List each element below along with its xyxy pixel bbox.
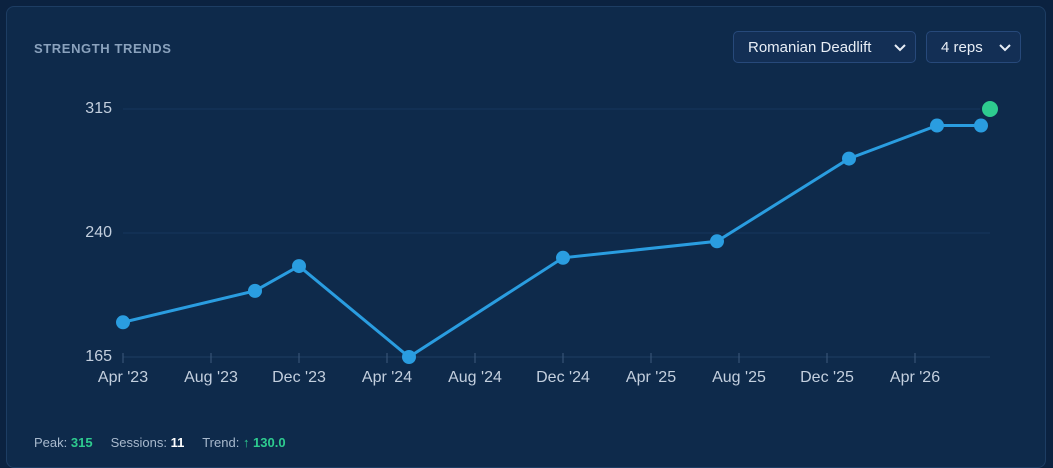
point [248, 283, 262, 298]
x-tick-label: Aug '23 [184, 369, 238, 386]
reps-label: 4 reps [941, 39, 983, 56]
x-tick-label: Aug '24 [448, 369, 502, 386]
x-tick-label: Apr '23 [98, 369, 148, 386]
chart: 165 240 315 Apr '23 Aug '23 Dec '23 Apr '24 Aug… [85, 99, 1000, 386]
point [402, 350, 416, 364]
y-tick-label: 165 [85, 348, 112, 365]
highlight-point [980, 99, 1000, 119]
card: STRENGTH TRENDS Romanian Deadlift 4 reps… [6, 6, 1046, 468]
point [974, 118, 988, 133]
x-tick-label: Apr '26 [890, 369, 940, 386]
stat-label: Peak: [34, 435, 68, 450]
x-tick-label: Dec '25 [800, 369, 854, 386]
stats: Peak: 315 Sessions: 11 Trend: ↑ 130.0 [34, 435, 286, 450]
chevron [894, 44, 906, 52]
point [556, 250, 570, 265]
stat-label: Sessions: [110, 435, 168, 450]
x-tick-label: Dec '23 [272, 369, 326, 386]
point [116, 315, 130, 330]
stat-value: 315 [70, 435, 93, 450]
x-tick-label: Aug '25 [712, 369, 766, 386]
y-tick-label: 240 [85, 224, 112, 241]
x-tick-label: Apr '24 [362, 369, 412, 386]
x-tick-label: Dec '24 [536, 369, 590, 386]
page: STRENGTH TRENDS Romanian Deadlift 4 reps… [6, 6, 1046, 468]
reps-select[interactable]: 4 reps [926, 31, 1021, 63]
y-tick-label: 315 [85, 100, 112, 117]
stat-value: 11 [170, 435, 185, 450]
card-title: STRENGTH TRENDS [34, 41, 172, 56]
stat-label: Trend: [202, 435, 240, 450]
point [930, 118, 944, 133]
exercise-label: Romanian Deadlift [748, 39, 872, 56]
point [710, 234, 724, 249]
chevron [999, 44, 1011, 52]
point [842, 151, 856, 166]
stat-value: ↑ 130.0 [242, 435, 286, 450]
x-tick-label: Apr '25 [626, 369, 676, 386]
exercise-select[interactable]: Romanian Deadlift [733, 31, 916, 63]
point [292, 259, 306, 274]
